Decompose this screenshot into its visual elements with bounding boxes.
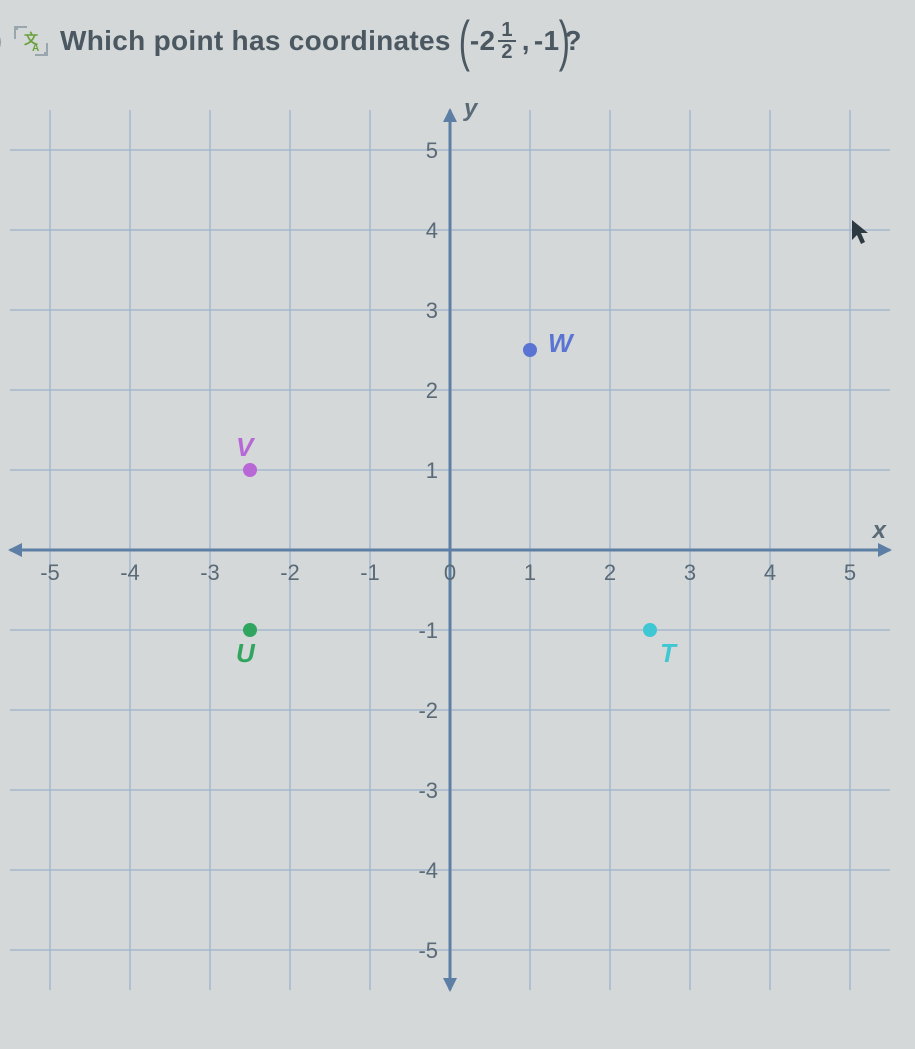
- list-marker: ): [0, 24, 2, 58]
- x-tick-label: 0: [444, 560, 456, 585]
- y-tick-label: 2: [426, 378, 438, 403]
- question-prefix: Which point has coordinates: [60, 25, 451, 57]
- cursor-icon: [850, 218, 872, 251]
- x-tick-label: -1: [360, 560, 380, 585]
- point-w[interactable]: [523, 343, 537, 357]
- y-tick-label: -3: [418, 778, 438, 803]
- point-t[interactable]: [643, 623, 657, 637]
- y-tick-label: -1: [418, 618, 438, 643]
- coord-comma: ,: [522, 25, 530, 57]
- question-row: ) 文 A Which point has coordinates ( - 2 …: [0, 0, 915, 73]
- x-tick-label: 4: [764, 560, 776, 585]
- x-tick-label: 1: [524, 560, 536, 585]
- x-tick-label: -2: [280, 560, 300, 585]
- x-axis-arrow-left: [8, 543, 22, 557]
- translate-icon[interactable]: 文 A: [14, 26, 48, 56]
- y-axis-arrow-up: [443, 108, 457, 122]
- open-paren: (: [459, 8, 470, 73]
- y-tick-label: 3: [426, 298, 438, 323]
- question-text: Which point has coordinates ( - 2 1 2 , …: [60, 8, 582, 73]
- x-axis-label: x: [871, 517, 888, 544]
- svg-text:A: A: [32, 43, 39, 54]
- point-label-t: T: [660, 638, 678, 668]
- coordinate-grid: -5 -4 -3 -2 -1 0 1 2 3 4 5 1 2 3 4 5 -1 -2 -3 -4 -5 y x W V U T: [0, 100, 915, 1044]
- x-frac-den: 2: [498, 42, 515, 62]
- x-fraction: 1 2: [498, 20, 515, 62]
- x-axis-arrow-right: [878, 543, 892, 557]
- x-tick-label: 5: [844, 560, 856, 585]
- x-tick-label: -4: [120, 560, 140, 585]
- y-tick-label: 1: [426, 458, 438, 483]
- point-v[interactable]: [243, 463, 257, 477]
- y-tick-label: 4: [426, 218, 438, 243]
- coordinate-expression: ( - 2 1 2 , - 1 ): [459, 8, 570, 73]
- y-axis-label: y: [463, 100, 479, 122]
- x-tick-label: -3: [200, 560, 220, 585]
- y-tick-label: -4: [418, 858, 438, 883]
- x-neg: -: [470, 25, 480, 57]
- y-tick-label: 5: [426, 138, 438, 163]
- y-tick-label: -2: [418, 698, 438, 723]
- y-val: 1: [544, 25, 560, 57]
- point-u[interactable]: [243, 623, 257, 637]
- close-paren: ): [559, 8, 570, 73]
- x-frac-num: 1: [498, 20, 515, 42]
- x-tick-label: 3: [684, 560, 696, 585]
- x-tick-label: -5: [40, 560, 60, 585]
- y-axis-arrow-down: [443, 978, 457, 992]
- point-label-u: U: [236, 638, 256, 668]
- point-label-v: V: [236, 432, 256, 462]
- x-tick-label: 2: [604, 560, 616, 585]
- y-neg: -: [534, 25, 544, 57]
- y-tick-label: -5: [418, 938, 438, 963]
- x-whole: 2: [479, 25, 496, 57]
- point-label-w: W: [548, 328, 575, 358]
